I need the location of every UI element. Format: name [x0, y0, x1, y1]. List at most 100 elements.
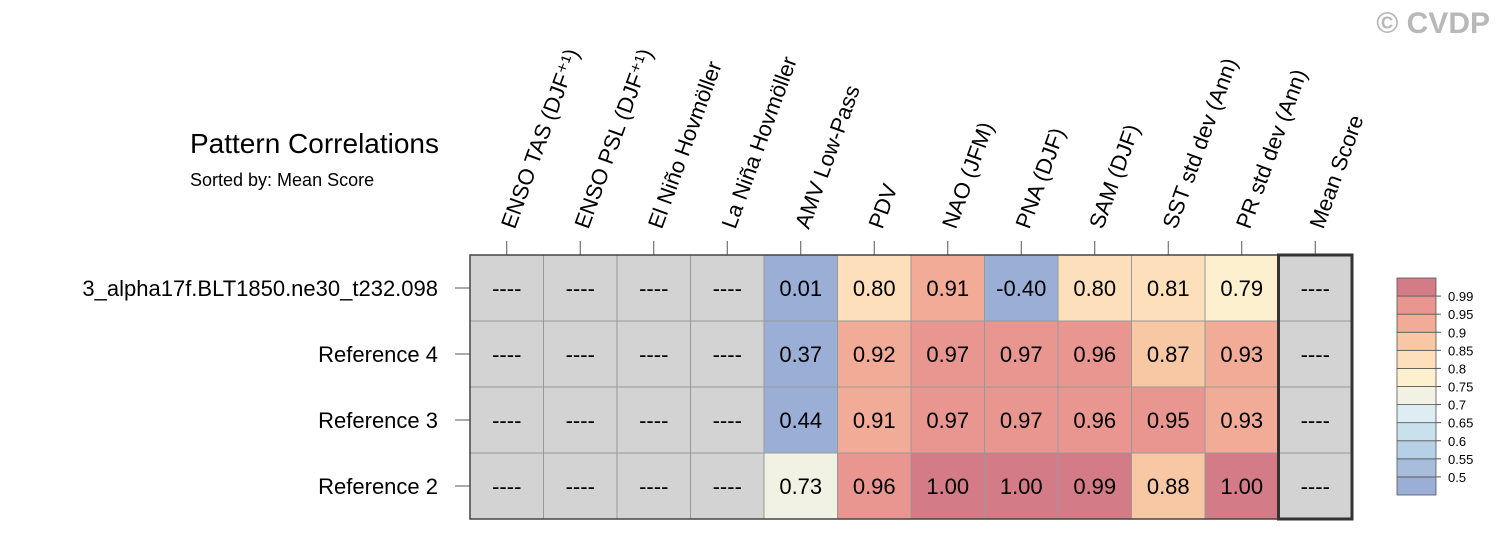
cell-label: ----	[566, 342, 595, 367]
cell-label: 0.95	[1147, 408, 1190, 433]
colorbar-label: 0.99	[1448, 289, 1473, 304]
heatmap-cell	[763, 452, 838, 520]
colorbar-label: 0.8	[1448, 361, 1466, 376]
colorbar-label: 0.95	[1448, 307, 1473, 322]
colorbar-box	[1396, 476, 1437, 496]
colorbar-label: 0.55	[1448, 452, 1473, 467]
heatmap-cell	[690, 320, 765, 388]
heatmap-cell	[469, 254, 544, 322]
cell-label: 0.92	[853, 342, 896, 367]
cell-label: 0.91	[926, 276, 969, 301]
cell-label: ----	[1301, 408, 1330, 433]
heatmap-cell	[910, 452, 985, 520]
colorbar-label: 0.6	[1448, 434, 1466, 449]
cell-label: 0.87	[1147, 342, 1190, 367]
cell-label: 0.96	[853, 474, 896, 499]
colorbar-label: 0.7	[1448, 398, 1466, 413]
cell-label: -0.40	[996, 276, 1046, 301]
heatmap-cell	[837, 386, 912, 454]
column-label: AMV Low-Pass	[790, 82, 865, 232]
colorbar-box	[1396, 313, 1437, 333]
colorbar-label: 0.9	[1448, 325, 1466, 340]
colorbar-box	[1396, 440, 1437, 460]
column-label: PNA (DJF)	[1010, 124, 1069, 231]
colorbar-box	[1396, 422, 1437, 442]
cell-label: 0.01	[779, 276, 822, 301]
mean-column-border	[1277, 253, 1354, 521]
heatmap-cell	[1057, 452, 1132, 520]
cell-label: ----	[492, 276, 521, 301]
heatmap-cell	[1057, 386, 1132, 454]
colorbar-box	[1396, 368, 1437, 387]
colorbar-box	[1396, 277, 1437, 297]
cell-label: ----	[566, 474, 595, 499]
cell-label: ----	[713, 408, 742, 433]
cell-label: 0.97	[926, 342, 969, 367]
heatmap-cell	[910, 254, 985, 322]
column-label: La Niña Hovmöller	[716, 53, 801, 232]
cell-label: 0.80	[1073, 276, 1116, 301]
cell-label: 0.79	[1220, 276, 1263, 301]
colorbar-box	[1396, 349, 1437, 369]
column-label: ENSO TAS (DJF⁺¹)	[496, 45, 584, 231]
cell-label: ----	[566, 276, 595, 301]
column-label: NAO (JFM)	[937, 119, 999, 232]
column-label: El Niño Hovmöller	[643, 58, 727, 232]
heatmap-cell	[763, 254, 838, 322]
cell-label: 0.73	[779, 474, 822, 499]
heatmap-cell	[690, 386, 765, 454]
watermark: © CVDP	[1376, 7, 1490, 40]
heatmap-cell	[1131, 320, 1206, 388]
heatmap-cell	[1057, 320, 1132, 388]
cell-label: 0.96	[1073, 408, 1116, 433]
cell-label: ----	[639, 276, 668, 301]
heatmap-cell	[837, 452, 912, 520]
cell-label: 0.97	[1000, 408, 1043, 433]
cell-label: ----	[713, 474, 742, 499]
cell-label: 0.97	[1000, 342, 1043, 367]
cell-label: ----	[713, 276, 742, 301]
column-label: PDV	[863, 180, 902, 231]
heatmap-cell	[984, 386, 1059, 454]
cell-label: ----	[713, 342, 742, 367]
chart-title: Pattern Correlations	[190, 128, 439, 159]
heatmap-cell	[1204, 320, 1279, 388]
cell-label: 0.93	[1220, 342, 1263, 367]
colorbar-box	[1396, 331, 1437, 351]
column-label: Mean Score	[1304, 112, 1368, 232]
heatmap-cell	[543, 452, 618, 520]
cell-label: 0.80	[853, 276, 896, 301]
cell-label: 0.96	[1073, 342, 1116, 367]
cell-label: ----	[1301, 474, 1330, 499]
colorbar-box	[1396, 295, 1437, 315]
column-label: ENSO PSL (DJF⁺¹)	[569, 45, 657, 231]
cell-label: ----	[1301, 276, 1330, 301]
cell-label: ----	[566, 408, 595, 433]
cell-label: ----	[639, 342, 668, 367]
cell-label: 0.91	[853, 408, 896, 433]
cell-label: 1.00	[926, 474, 969, 499]
colorbar-label: 0.5	[1448, 470, 1466, 485]
cell-label: ----	[639, 408, 668, 433]
colorbar-label: 0.65	[1448, 416, 1473, 431]
heatmap-cell	[616, 386, 691, 454]
colorbar-box	[1396, 404, 1437, 424]
column-label: SST std dev (Ann)	[1157, 55, 1242, 232]
heatmap-cell	[616, 320, 691, 388]
heatmap-cell	[1278, 452, 1353, 520]
cell-label: 1.00	[1000, 474, 1043, 499]
heatmap-cell	[1057, 254, 1132, 322]
column-label: PR std dev (Ann)	[1231, 66, 1312, 232]
cell-label: 0.44	[779, 408, 822, 433]
cell-label: 0.93	[1220, 408, 1263, 433]
cell-label: ----	[492, 408, 521, 433]
colorbar-box	[1396, 458, 1437, 478]
heatmap-cell	[616, 254, 691, 322]
chart-subtitle: Sorted by: Mean Score	[190, 170, 374, 190]
heatmap-cell	[984, 320, 1059, 388]
cell-label: 0.97	[926, 408, 969, 433]
row-label: Reference 2	[318, 474, 438, 499]
colorbar-label: 0.75	[1448, 380, 1473, 395]
row-label: Reference 3	[318, 408, 438, 433]
